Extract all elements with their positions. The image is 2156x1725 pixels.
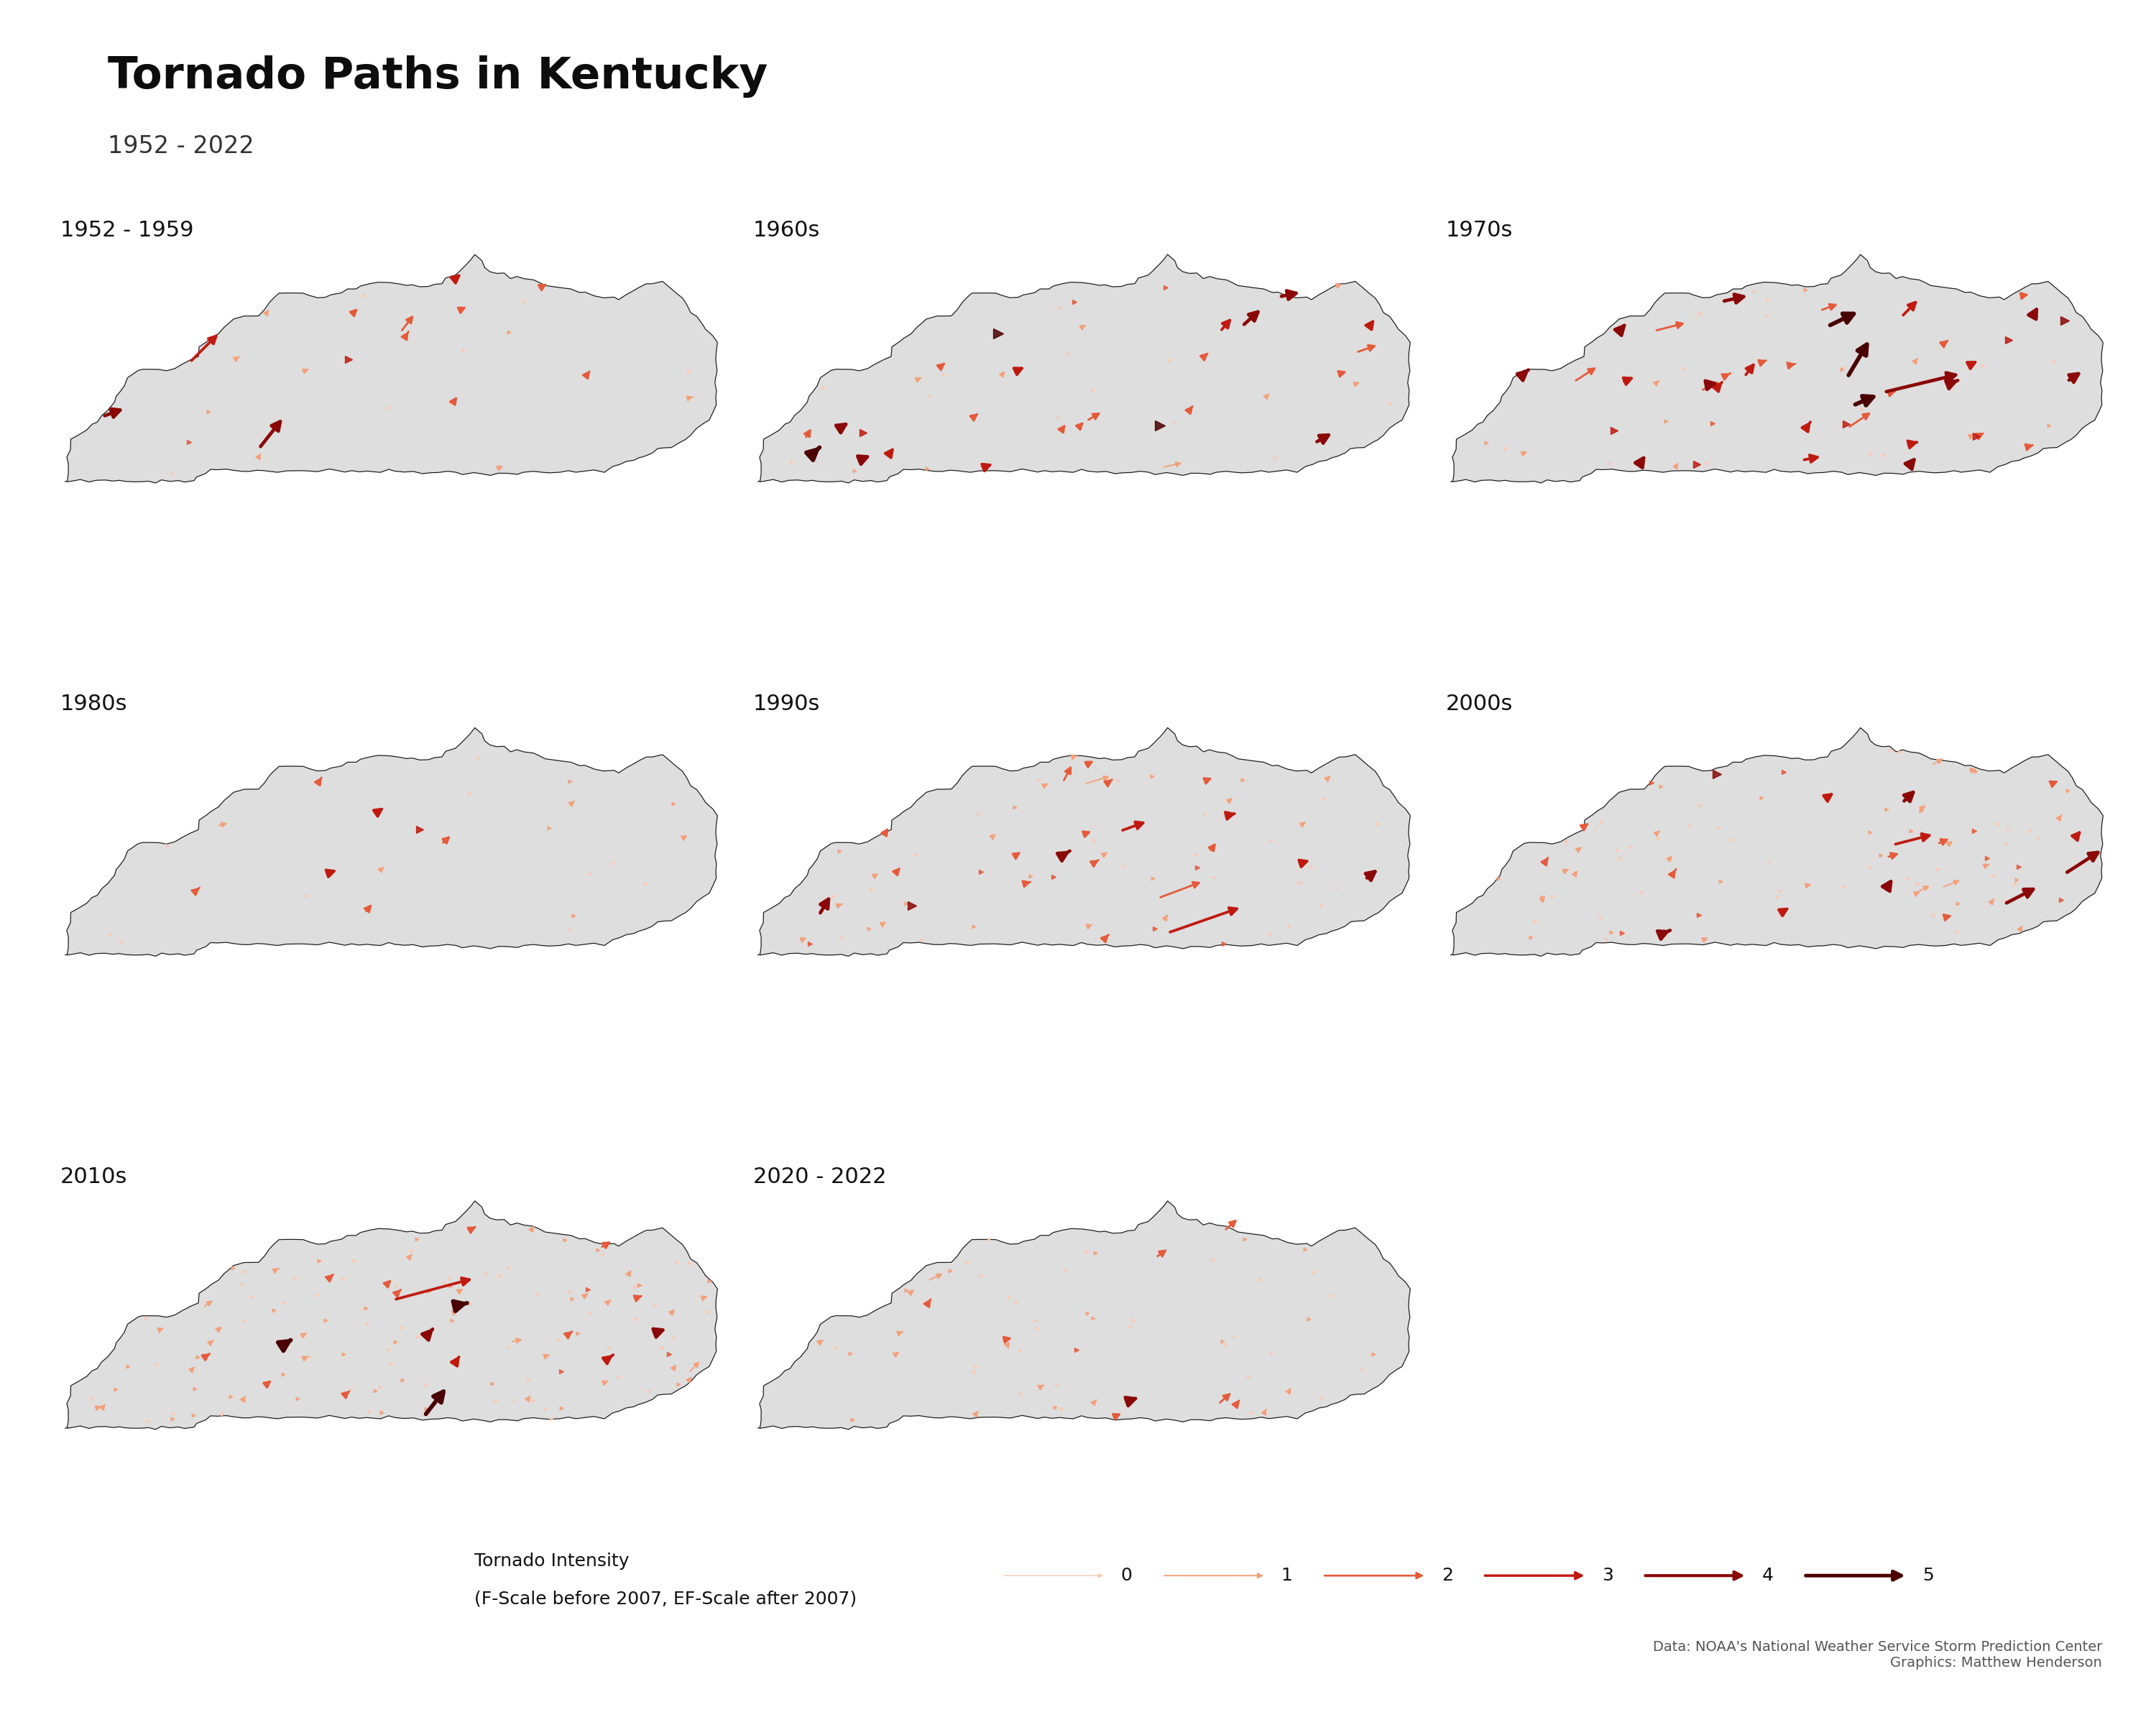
- Text: Data: NOAA's National Weather Service Storm Prediction Center
Graphics: Matthew : Data: NOAA's National Weather Service St…: [1654, 1640, 2102, 1670]
- Polygon shape: [1451, 255, 2102, 483]
- Text: 1970s: 1970s: [1447, 221, 1514, 242]
- Text: 1960s: 1960s: [752, 221, 819, 242]
- Polygon shape: [759, 1201, 1410, 1430]
- Text: 1: 1: [1281, 1566, 1291, 1584]
- Text: 1952 - 1959: 1952 - 1959: [60, 221, 194, 242]
- Polygon shape: [65, 728, 718, 956]
- Text: 2010s: 2010s: [60, 1166, 127, 1187]
- Text: 4: 4: [1761, 1566, 1774, 1584]
- Text: 2: 2: [1442, 1566, 1453, 1584]
- Text: 3: 3: [1602, 1566, 1613, 1584]
- Text: (F-Scale before 2007, EF-Scale after 2007): (F-Scale before 2007, EF-Scale after 200…: [474, 1590, 856, 1608]
- Text: 1952 - 2022: 1952 - 2022: [108, 135, 254, 159]
- Text: 2020 - 2022: 2020 - 2022: [752, 1166, 886, 1187]
- Text: 1980s: 1980s: [60, 693, 127, 714]
- Text: 2000s: 2000s: [1447, 693, 1514, 714]
- Text: 0: 0: [1121, 1566, 1132, 1584]
- Polygon shape: [759, 255, 1410, 483]
- Text: 5: 5: [1923, 1566, 1934, 1584]
- Text: Tornado Intensity: Tornado Intensity: [474, 1552, 630, 1570]
- Text: 1990s: 1990s: [752, 693, 819, 714]
- Polygon shape: [759, 728, 1410, 956]
- Polygon shape: [65, 1201, 718, 1430]
- Text: Tornado Paths in Kentucky: Tornado Paths in Kentucky: [108, 55, 768, 98]
- Polygon shape: [1451, 728, 2102, 956]
- Polygon shape: [65, 255, 718, 483]
